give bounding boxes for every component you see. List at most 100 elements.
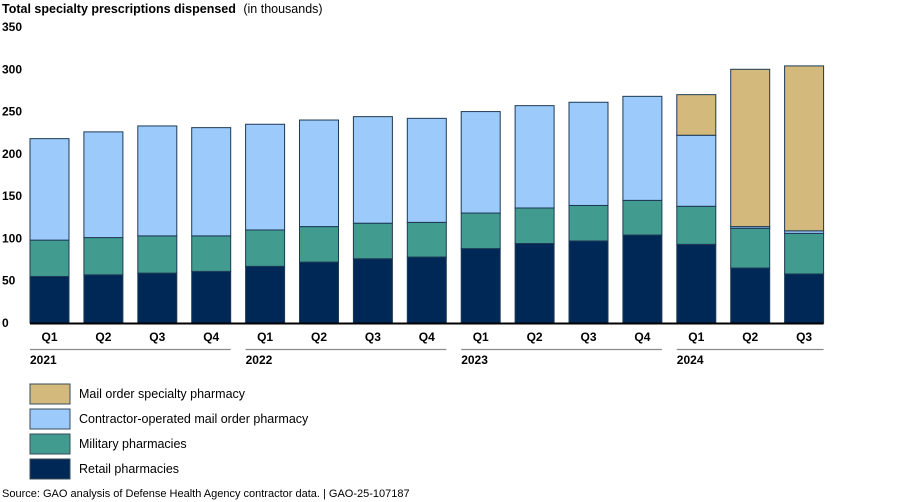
bar-segment-contractor-operated-mail-order-pharmacy <box>245 123 286 231</box>
chart-title-units: (in thousands) <box>243 2 322 16</box>
bar-segment-military-pharmacies <box>191 235 232 272</box>
bar-segment-military-pharmacies <box>460 212 501 250</box>
bar-stack <box>406 117 447 324</box>
bar-segment-retail-pharmacies <box>784 273 825 324</box>
bar-stack <box>730 68 771 324</box>
bar-segment-contractor-operated-mail-order-pharmacy <box>460 111 501 214</box>
bar-segment-retail-pharmacies <box>137 272 178 324</box>
bar-segment-military-pharmacies <box>245 229 286 267</box>
legend-label: Mail order specialty pharmacy <box>79 387 246 401</box>
bar-stack <box>29 138 70 324</box>
bar-segment-military-pharmacies <box>29 239 70 277</box>
bar-segment-contractor-operated-mail-order-pharmacy <box>29 138 70 241</box>
bar-segment-retail-pharmacies <box>245 265 286 324</box>
year-label: 2024 <box>677 353 704 367</box>
year-groups: 2021 2022 2023 2024 <box>30 348 824 367</box>
y-tick-label: 300 <box>2 62 22 76</box>
bar-segment-mail-order-specialty-pharmacy <box>784 65 825 232</box>
bar-segment-contractor-operated-mail-order-pharmacy <box>568 101 609 206</box>
chart-title: Total specialty prescriptions dispensed … <box>2 2 323 16</box>
bar-segment-retail-pharmacies <box>676 243 717 324</box>
bar-stack <box>460 111 501 324</box>
legend-item: Mail order specialty pharmacy <box>29 383 246 405</box>
bar-segment-contractor-operated-mail-order-pharmacy <box>514 105 555 209</box>
x-tick-label: Q2 <box>527 330 543 344</box>
legend-swatch <box>29 383 71 405</box>
bar-segment-contractor-operated-mail-order-pharmacy <box>352 116 393 224</box>
legend-item: Retail pharmacies <box>29 458 179 480</box>
bar-stack <box>299 119 339 324</box>
bar-segment-retail-pharmacies <box>460 248 501 324</box>
x-tick-label: Q3 <box>149 330 165 344</box>
x-tick-label: Q1 <box>257 330 273 344</box>
bar-segment-retail-pharmacies <box>83 274 124 324</box>
y-tick-label: 200 <box>2 147 22 161</box>
bar-segment-military-pharmacies <box>352 222 393 260</box>
legend-label: Military pharmacies <box>79 437 187 451</box>
x-tick-label: Q1 <box>473 330 489 344</box>
bar-segment-contractor-operated-mail-order-pharmacy <box>622 95 663 201</box>
chart-title-main: Total specialty prescriptions dispensed <box>2 2 236 16</box>
bar-segment-retail-pharmacies <box>352 258 393 324</box>
source-note: Source: GAO analysis of Defense Health A… <box>2 488 410 500</box>
bars <box>29 65 825 324</box>
legend-label: Contractor-operated mail order pharmacy <box>79 412 309 426</box>
legend-item: Military pharmacies <box>29 433 187 455</box>
bar-segment-contractor-operated-mail-order-pharmacy <box>406 117 447 223</box>
bar-segment-contractor-operated-mail-order-pharmacy <box>299 119 339 228</box>
x-tick-label: Q4 <box>203 330 219 344</box>
bar-stack <box>784 65 825 324</box>
bar-stack <box>676 94 717 324</box>
bar-segment-retail-pharmacies <box>29 275 70 324</box>
bar-segment-contractor-operated-mail-order-pharmacy <box>137 125 178 237</box>
bar-segment-contractor-operated-mail-order-pharmacy <box>191 127 232 237</box>
y-tick-label: 350 <box>2 20 22 34</box>
bar-segment-military-pharmacies <box>676 205 717 245</box>
bar-segment-military-pharmacies <box>784 232 825 275</box>
bar-segment-mail-order-specialty-pharmacy <box>730 68 771 228</box>
bar-stack <box>568 101 609 324</box>
x-tick-label: Q3 <box>365 330 381 344</box>
bar-segment-military-pharmacies <box>83 237 124 276</box>
y-axis: 0 50 100 150 200 250 300 350 <box>2 20 22 330</box>
bar-segment-retail-pharmacies <box>191 270 232 324</box>
x-tick-label: Q2 <box>95 330 111 344</box>
x-tick-label: Q4 <box>419 330 435 344</box>
bar-stack <box>83 131 124 324</box>
bar-stack <box>191 127 232 324</box>
bar-segment-military-pharmacies <box>137 235 178 274</box>
x-tick-label: Q4 <box>634 330 650 344</box>
x-tick-label: Q1 <box>688 330 704 344</box>
y-tick-label: 50 <box>2 274 16 288</box>
x-axis: Q1 Q2 Q3 Q4 Q1 Q2 Q3 Q4 Q1 Q2 Q3 Q4 Q1 Q2 Q3 <box>41 330 812 344</box>
bar-segment-retail-pharmacies <box>730 267 771 324</box>
x-tick-label: Q3 <box>796 330 812 344</box>
bar-segment-military-pharmacies <box>299 226 339 263</box>
y-tick-label: 150 <box>2 189 22 203</box>
y-tick-label: 0 <box>2 316 9 330</box>
bar-segment-military-pharmacies <box>730 227 771 269</box>
bar-stack <box>137 125 178 324</box>
x-tick-label: Q1 <box>41 330 57 344</box>
year-label: 2022 <box>246 353 273 367</box>
bar-stack <box>245 123 286 324</box>
legend-swatch <box>29 433 71 455</box>
legend-item: Contractor-operated mail order pharmacy <box>29 408 309 430</box>
legend-label: Retail pharmacies <box>79 462 179 476</box>
bar-segment-military-pharmacies <box>568 204 609 242</box>
bar-segment-retail-pharmacies <box>406 256 447 324</box>
y-tick-label: 250 <box>2 105 22 119</box>
bar-stack <box>514 105 555 324</box>
bar-segment-retail-pharmacies <box>568 240 609 324</box>
bar-segment-retail-pharmacies <box>514 243 555 324</box>
year-label: 2021 <box>30 353 57 367</box>
bar-segment-retail-pharmacies <box>622 234 663 324</box>
bar-segment-military-pharmacies <box>514 207 555 245</box>
bar-segment-military-pharmacies <box>622 199 663 236</box>
legend: Mail order specialty pharmacy Contractor-… <box>29 383 309 480</box>
legend-swatch <box>29 458 71 480</box>
y-tick-label: 100 <box>2 231 22 245</box>
x-tick-label: Q2 <box>742 330 758 344</box>
bar-segment-retail-pharmacies <box>299 261 339 324</box>
